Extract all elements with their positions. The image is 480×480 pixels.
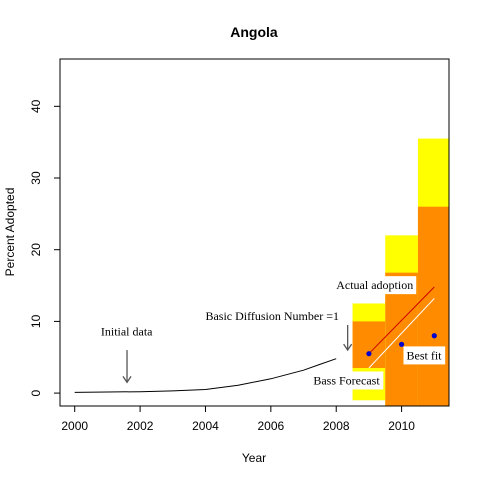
x-tick-label: 2006 bbox=[257, 419, 284, 433]
x-tick-label: 2010 bbox=[388, 419, 415, 433]
x-tick-label: 2008 bbox=[323, 419, 350, 433]
annotation-box bbox=[333, 276, 417, 295]
arrow-head bbox=[343, 343, 353, 352]
annotation-box bbox=[403, 346, 446, 365]
actual-adoption-point bbox=[366, 351, 372, 357]
annotation-text: Basic Diffusion Number =1 bbox=[205, 309, 339, 323]
chart-title: Angola bbox=[230, 24, 278, 40]
y-axis-label: Percent Adopted bbox=[3, 188, 17, 277]
forecast-band-inner-0 bbox=[352, 321, 386, 369]
y-axis: 0 10 20 30 40 bbox=[29, 99, 60, 396]
y-tick-label: 20 bbox=[29, 243, 43, 257]
initial-data-arrow bbox=[122, 350, 132, 384]
annotation-3: Best fit bbox=[403, 346, 446, 365]
plot-frame bbox=[59, 58, 450, 407]
arrow-head bbox=[122, 375, 132, 384]
y-tick-label: 0 bbox=[29, 389, 43, 396]
y-tick-label: 30 bbox=[29, 171, 43, 185]
forecast-band-inner-2 bbox=[417, 206, 449, 406]
y-tick-label: 10 bbox=[29, 314, 43, 328]
annotation-text: Best fit bbox=[407, 348, 443, 362]
annotation-text: Bass Forecast bbox=[313, 373, 380, 387]
annotation-box bbox=[97, 322, 157, 341]
annotation-text: Actual adoption bbox=[336, 278, 413, 292]
annotation-2: Actual adoption bbox=[333, 276, 417, 295]
best-fit-line bbox=[368, 298, 435, 369]
x-tick-label: 2002 bbox=[127, 419, 154, 433]
annotation-0: Initial data bbox=[97, 322, 157, 341]
forecast-band-inner-1 bbox=[385, 272, 418, 406]
diffusion-number-arrow bbox=[343, 324, 353, 352]
x-tick-label: 2000 bbox=[61, 419, 88, 433]
annotation-box bbox=[310, 371, 384, 390]
actual-adoption-line bbox=[368, 286, 435, 355]
x-tick-label: 2004 bbox=[192, 419, 219, 433]
bass-forecast-line bbox=[74, 358, 337, 393]
plot-area: Initial data Basic Diffusion Number =1 Act… bbox=[74, 138, 449, 407]
annotation-4: Bass Forecast bbox=[310, 371, 384, 390]
y-tick-label: 40 bbox=[29, 99, 43, 113]
annotation-text: Initial data bbox=[101, 325, 153, 339]
annotation-1: Basic Diffusion Number =1 bbox=[202, 306, 342, 325]
actual-adoption-point bbox=[431, 333, 437, 339]
x-axis: 2000 2002 2004 2006 2008 2010 bbox=[61, 406, 415, 433]
x-axis-label: Year bbox=[242, 451, 266, 465]
annotation-box bbox=[202, 306, 342, 325]
actual-adoption-point bbox=[399, 341, 405, 347]
